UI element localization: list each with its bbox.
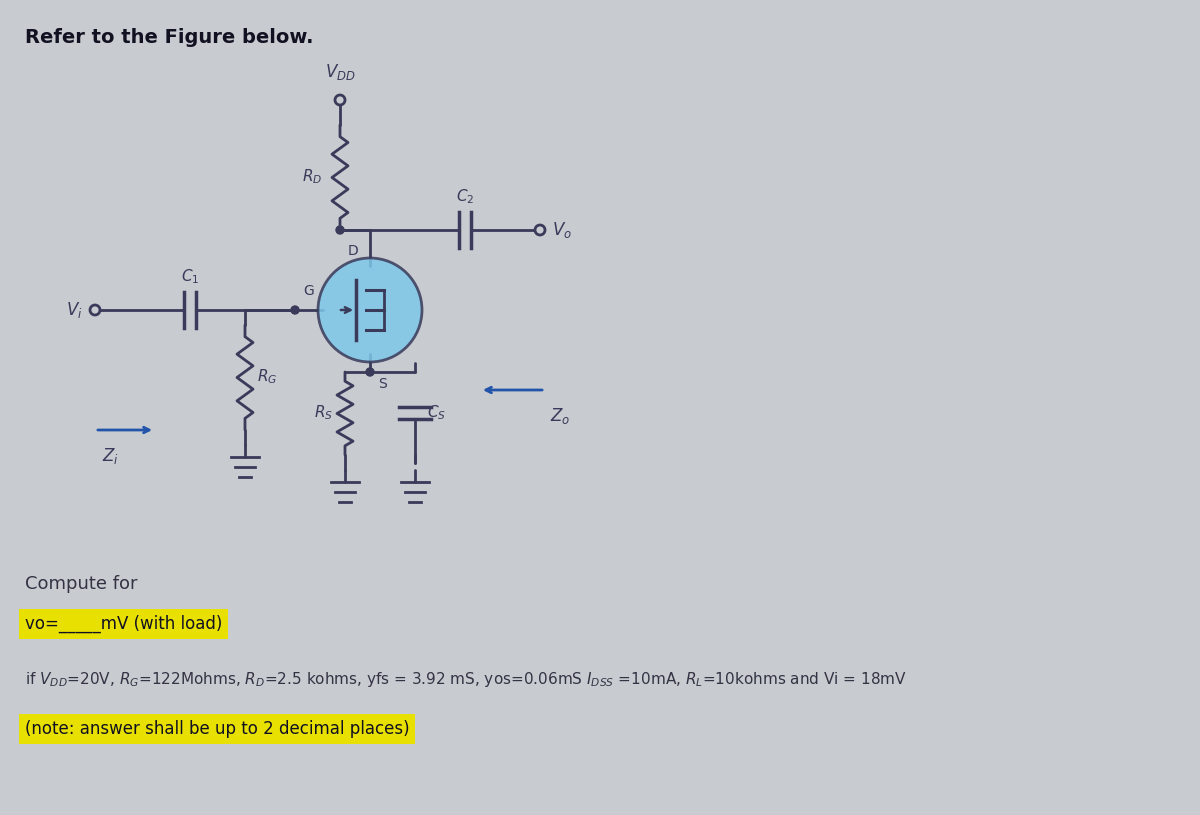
Circle shape bbox=[366, 368, 374, 376]
Circle shape bbox=[318, 258, 422, 362]
Text: vo=_____mV (with load): vo=_____mV (with load) bbox=[25, 615, 222, 633]
Text: $R_S$: $R_S$ bbox=[314, 403, 334, 422]
Text: $C_1$: $C_1$ bbox=[181, 267, 199, 286]
Text: $R_D$: $R_D$ bbox=[301, 168, 322, 187]
Text: $Z_i$: $Z_i$ bbox=[102, 446, 119, 466]
Circle shape bbox=[90, 305, 100, 315]
Text: $Z_o$: $Z_o$ bbox=[550, 406, 570, 426]
Text: $C_2$: $C_2$ bbox=[456, 187, 474, 206]
Circle shape bbox=[336, 226, 344, 234]
Text: G: G bbox=[302, 284, 313, 298]
Text: S: S bbox=[378, 377, 386, 391]
Text: Compute for: Compute for bbox=[25, 575, 138, 593]
Circle shape bbox=[335, 95, 346, 105]
Circle shape bbox=[535, 225, 545, 235]
Circle shape bbox=[292, 306, 299, 314]
Text: $V_o$: $V_o$ bbox=[552, 220, 572, 240]
Text: $V_{DD}$: $V_{DD}$ bbox=[325, 62, 355, 82]
Text: (note: answer shall be up to 2 decimal places): (note: answer shall be up to 2 decimal p… bbox=[25, 720, 409, 738]
Text: $C_S$: $C_S$ bbox=[427, 403, 446, 422]
Text: Refer to the Figure below.: Refer to the Figure below. bbox=[25, 28, 313, 47]
Text: $R_G$: $R_G$ bbox=[257, 368, 277, 386]
Text: D: D bbox=[348, 244, 359, 258]
Text: if $V_{DD}$=20V, $R_G$=122Mohms, $R_D$=2.5 kohms, yfs = 3.92 mS, yos=0.06mS $I_{: if $V_{DD}$=20V, $R_G$=122Mohms, $R_D$=2… bbox=[25, 670, 907, 689]
Text: $V_i$: $V_i$ bbox=[66, 300, 83, 320]
